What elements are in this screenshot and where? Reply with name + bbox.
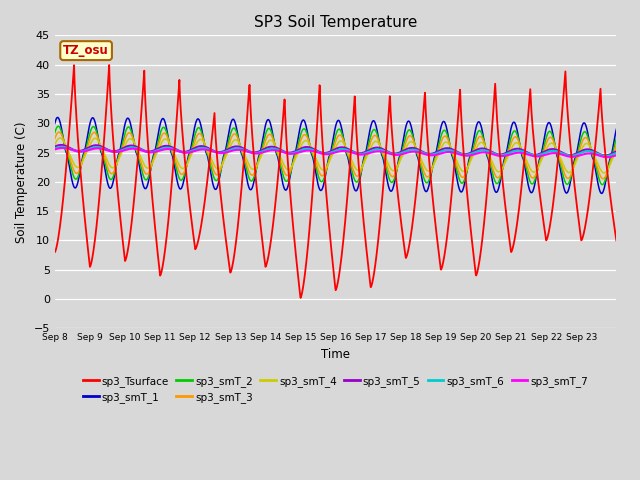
X-axis label: Time: Time bbox=[321, 348, 350, 361]
Y-axis label: Soil Temperature (C): Soil Temperature (C) bbox=[15, 121, 28, 242]
Legend: sp3_Tsurface, sp3_smT_1, sp3_smT_2, sp3_smT_3, sp3_smT_4, sp3_smT_5, sp3_smT_6, : sp3_Tsurface, sp3_smT_1, sp3_smT_2, sp3_… bbox=[79, 372, 592, 407]
Title: SP3 Soil Temperature: SP3 Soil Temperature bbox=[254, 15, 417, 30]
Text: TZ_osu: TZ_osu bbox=[63, 44, 109, 57]
